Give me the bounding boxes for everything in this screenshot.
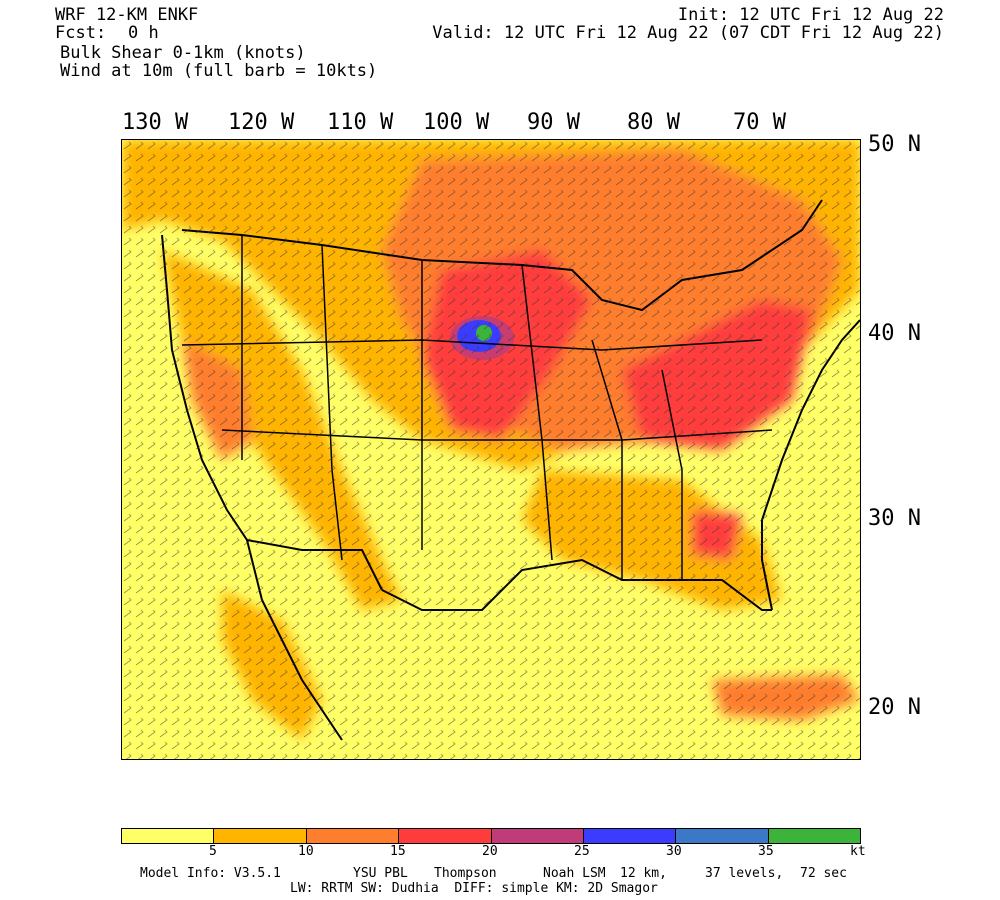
model-info: Model Info: V3.5.1 [140,866,281,881]
time-step: 72 sec [800,866,847,881]
grid-spacing: 12 km, [620,866,667,881]
lsm-scheme: Noah LSM [543,866,606,881]
forecast-value: 0 h [128,23,159,43]
legend-unit: kt [850,844,866,859]
wind-barbs [122,140,860,759]
legend-tick-25: 25 [574,844,590,859]
legend-swatch-4 [491,829,584,843]
legend-swatch-3 [399,829,492,843]
lon-label-70w: 70 W [733,110,786,135]
legend-swatch-7 [768,829,860,843]
lon-label-80w: 80 W [627,110,680,135]
microphysics-scheme: Thompson [434,866,497,881]
lon-label-90w: 90 W [527,110,580,135]
shear-map [121,139,861,760]
lon-label-120w: 120 W [228,110,295,135]
field-title-wind: Wind at 10m (full barb = 10kts) [60,61,378,81]
valid-time: Valid: 12 UTC Fri 12 Aug 22 (07 CDT Fri … [432,23,944,43]
lat-label-40n: 40 N [868,321,921,346]
lat-label-50n: 50 N [868,132,921,157]
legend-swatch-2 [306,829,400,843]
legend-tick-15: 15 [390,844,406,859]
vertical-levels: 37 levels, [705,866,784,881]
field-title-shear: Bulk Shear 0-1km (knots) [60,43,306,63]
legend-swatch-5 [583,829,677,843]
legend-swatch-1 [214,829,307,843]
legend-tick-35: 35 [758,844,774,859]
lon-label-100w: 100 W [423,110,490,135]
map-svg [122,140,860,759]
legend-tick-20: 20 [482,844,498,859]
legend-tick-10: 10 [298,844,314,859]
model-title: WRF 12-KM ENKF [55,5,199,25]
physics-info: LW: RRTM SW: Dudhia DIFF: simple KM: 2D … [290,881,658,896]
forecast-label: Fcst: [55,23,107,43]
legend-swatch-0 [122,829,215,843]
init-time: Init: 12 UTC Fri 12 Aug 22 [677,5,944,25]
legend-swatch-6 [676,829,769,843]
lon-label-130w: 130 W [122,110,189,135]
lat-label-30n: 30 N [868,506,921,531]
lon-label-110w: 110 W [327,110,394,135]
color-legend [121,828,861,844]
pbl-scheme: YSU PBL [353,866,408,881]
legend-tick-5: 5 [209,844,217,859]
legend-tick-30: 30 [666,844,682,859]
lat-label-20n: 20 N [868,695,921,720]
